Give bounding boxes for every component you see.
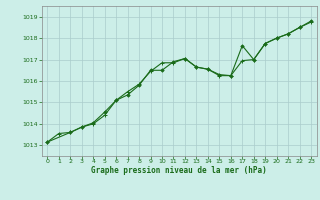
X-axis label: Graphe pression niveau de la mer (hPa): Graphe pression niveau de la mer (hPa) (91, 166, 267, 175)
